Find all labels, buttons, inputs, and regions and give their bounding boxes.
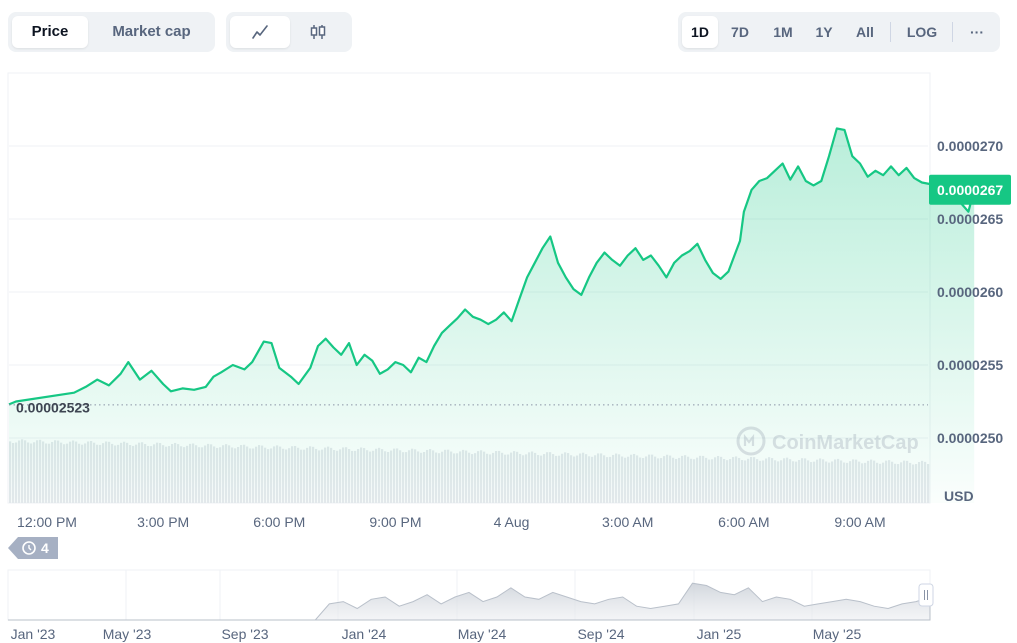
market-cap-tab[interactable]: Market cap [112,23,191,40]
history-count: 4 [41,540,49,556]
price-area [9,128,975,503]
y-tick-label: 0.0000260 [937,284,1003,300]
range-1d-button[interactable]: 1D [682,16,718,48]
x-tick-label: 9:00 AM [834,514,885,530]
x-tick-label: 6:00 PM [253,514,305,530]
watermark-text: CoinMarketCap [772,432,919,454]
history-clock-icon [22,541,36,555]
x-tick-label: 3:00 AM [602,514,653,530]
x-tick-label: 12:00 PM [17,514,77,530]
range-1y-button[interactable]: 1Y [815,24,833,40]
range-7d-button[interactable]: 7D [731,24,749,40]
line-chart-icon [252,25,268,39]
navigator-label: Jan '25 [697,626,742,642]
currency-label: USD [944,488,974,504]
navigator-area [8,582,931,621]
candlestick-icon [310,25,326,39]
x-tick-label: 4 Aug [494,514,530,530]
chart-type-toggle [226,12,352,52]
coinmarketcap-watermark: CoinMarketCap [736,426,919,456]
navigator-label: Sep '23 [221,626,268,642]
price-line [8,127,976,406]
more-options-button[interactable]: ··· [970,24,984,40]
log-scale-button[interactable]: LOG [906,24,938,40]
candlestick-button[interactable] [288,16,348,48]
x-tick-label: 3:00 PM [137,514,189,530]
y-tick-label: 0.0000270 [937,138,1003,154]
navigator-label: Jan '24 [342,626,387,642]
range-divider [890,22,891,42]
navigator-label: May '23 [103,626,152,642]
current-price-label: 0.0000267 [937,182,1003,198]
navigator-label: Jan '23 [11,626,56,642]
x-tick-label: 6:00 AM [718,514,769,530]
time-range-selector: 1D 7D 1M 1Y All LOG ··· [678,12,1000,52]
y-tick-label: 0.0000250 [937,430,1003,446]
y-tick-label: 0.0000255 [937,357,1003,373]
line-chart-button[interactable] [230,16,290,48]
navigator-label: Sep '24 [577,626,624,642]
range-divider [952,22,953,42]
navigator-label: May '25 [813,626,862,642]
range-1m-button[interactable]: 1M [773,24,793,40]
history-badge[interactable]: 4 [8,537,58,559]
metric-toggle: Price Market cap [8,12,215,52]
range-all-button[interactable]: All [856,24,874,40]
y-tick-label: 0.0000265 [937,211,1003,227]
navigator-label: May '24 [458,626,507,642]
x-tick-label: 9:00 PM [369,514,421,530]
price-tab[interactable]: Price [12,16,88,48]
navigator-handle[interactable] [918,583,934,607]
current-price-marker: 0.0000267 [929,174,1011,205]
open-price-label: 0.00002523 [16,399,90,415]
coinmarketcap-logo-icon [736,426,766,456]
